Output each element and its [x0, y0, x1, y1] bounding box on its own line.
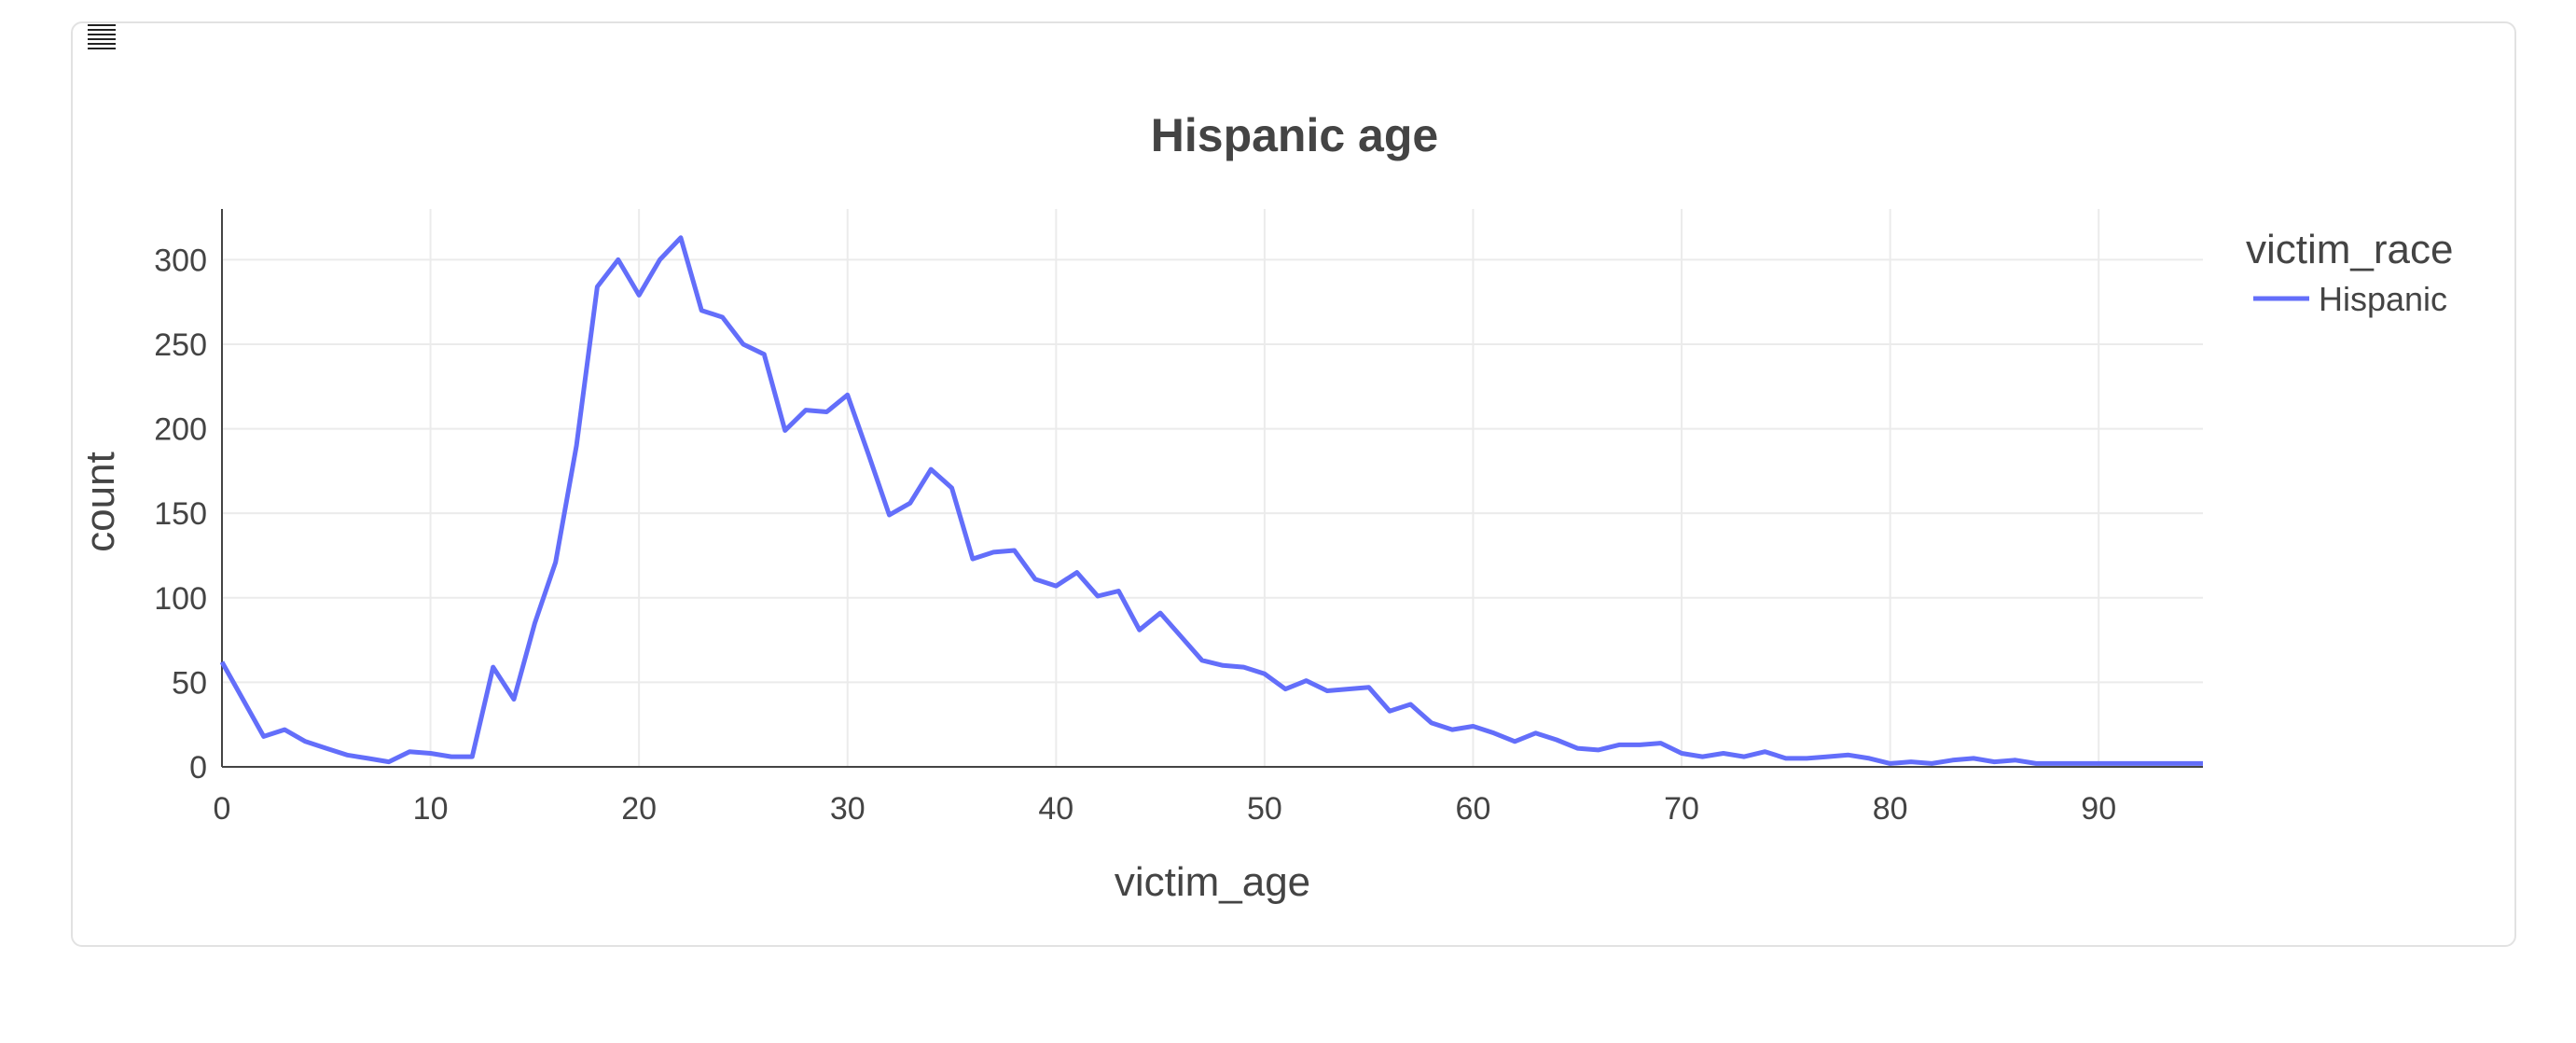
- x-tick-label: 50: [1247, 791, 1282, 827]
- x-ticks: 0 10 20 30 40 50 60 70 80 90: [214, 791, 2117, 827]
- x-tick-label: 20: [621, 791, 657, 827]
- y-tick-label: 150: [154, 496, 207, 532]
- x-tick-label: 30: [830, 791, 866, 827]
- x-axis-label: victim_age: [1115, 859, 1310, 905]
- x-tick-label: 40: [1038, 791, 1073, 827]
- y-tick-label: 100: [154, 581, 207, 617]
- y-tick-label: 250: [154, 327, 207, 363]
- x-tick-label: 70: [1664, 791, 1699, 827]
- legend-label: Hispanic: [2319, 280, 2447, 318]
- x-tick-label: 10: [413, 791, 449, 827]
- x-tick-label: 60: [1456, 791, 1491, 827]
- chart-title: Hispanic age: [1151, 109, 1438, 161]
- series-line-hispanic: [219, 235, 2203, 766]
- x-tick-label: 80: [1873, 791, 1908, 827]
- legend-title: victim_race: [2246, 227, 2454, 272]
- y-ticks: 0 50 100 150 200 250 300: [154, 243, 207, 786]
- list-icon[interactable]: [88, 24, 116, 58]
- chart-card: [71, 21, 2516, 947]
- series-layer: [219, 235, 2203, 766]
- legend-item-hispanic[interactable]: Hispanic: [2253, 280, 2447, 318]
- y-tick-label: 0: [189, 750, 207, 786]
- x-tick-label: 0: [214, 791, 231, 827]
- y-tick-label: 50: [172, 665, 207, 701]
- grid: [221, 209, 2203, 768]
- y-tick-label: 200: [154, 412, 207, 448]
- x-tick-label: 90: [2081, 791, 2116, 827]
- y-tick-label: 300: [154, 243, 207, 278]
- y-axis-label: count: [77, 452, 123, 552]
